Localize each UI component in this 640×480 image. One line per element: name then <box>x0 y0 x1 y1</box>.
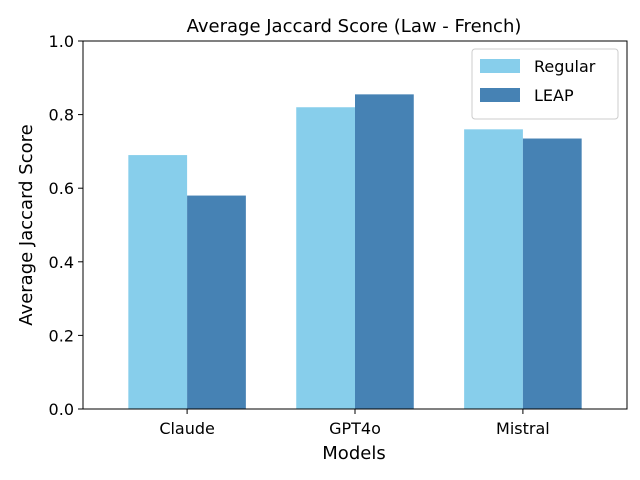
y-tick-label: 1.0 <box>49 32 74 51</box>
y-axis-label: Average Jaccard Score <box>16 124 37 325</box>
x-axis-label: Models <box>322 443 385 464</box>
bar-leap-gpt4o <box>355 94 414 410</box>
y-tick-label: 0.6 <box>49 179 74 198</box>
y-tick-label: 0.8 <box>49 106 74 125</box>
bar-leap-mistral <box>522 138 582 409</box>
y-tick-label: 0.0 <box>49 400 74 419</box>
legend-swatch-regular <box>480 59 520 73</box>
chart-title: Average Jaccard Score (Law - French) <box>187 16 522 37</box>
x-axis: Claude GPT4o Mistral <box>159 409 550 438</box>
y-tick-label: 0.4 <box>49 253 74 272</box>
bars-layer <box>128 94 582 410</box>
legend-swatch-leap <box>480 88 520 102</box>
legend: Regular LEAP <box>471 48 619 120</box>
bar-regular-gpt4o <box>296 107 355 410</box>
bar-leap-claude <box>187 195 246 409</box>
x-tick-label-mistral: Mistral <box>496 419 550 438</box>
bar-regular-claude <box>128 155 188 409</box>
bar-regular-mistral <box>464 129 523 409</box>
y-axis: 0.0 0.2 0.4 0.6 0.8 1.0 <box>49 32 83 419</box>
legend-label-leap: LEAP <box>534 86 574 105</box>
x-tick-label-claude: Claude <box>159 419 215 438</box>
x-tick-label-gpt4o: GPT4o <box>329 419 381 438</box>
legend-label-regular: Regular <box>534 57 596 76</box>
y-tick-label: 0.2 <box>49 326 74 345</box>
